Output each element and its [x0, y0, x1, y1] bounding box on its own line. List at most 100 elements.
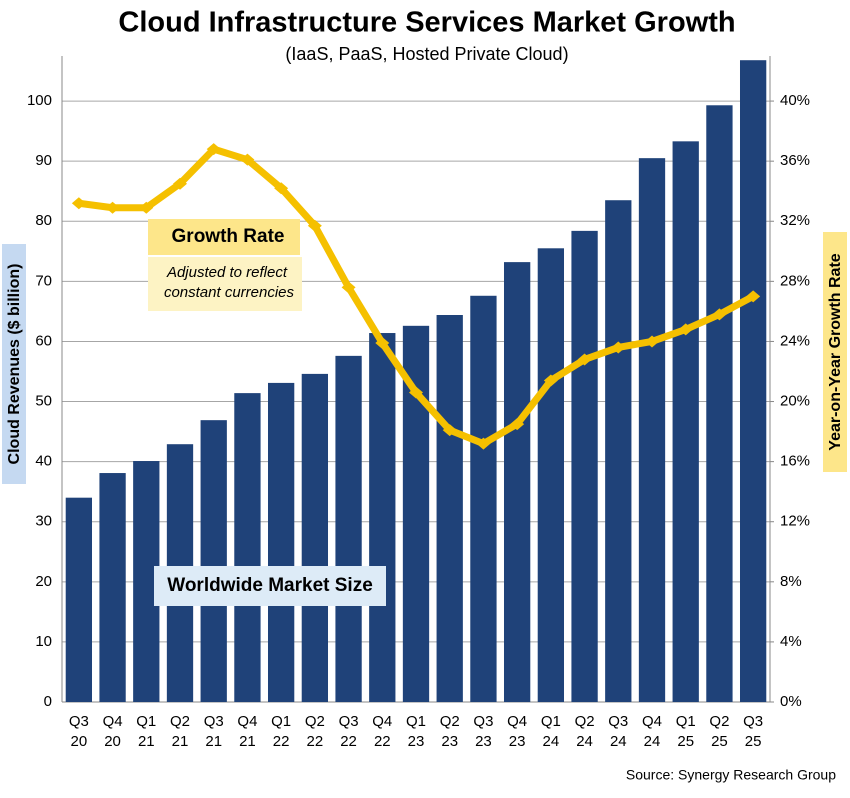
- y-axis-label: Cloud Revenues ($ billion): [6, 264, 23, 465]
- bar: [200, 420, 227, 702]
- bar: [503, 262, 531, 702]
- x-tick-label: Q3: [743, 713, 763, 730]
- y2-tick-label: 4%: [780, 633, 802, 650]
- line-marker: [712, 308, 727, 321]
- line-marker: [375, 336, 390, 349]
- y-tick-label: 60: [35, 332, 52, 349]
- x-tick-label: 25: [677, 733, 694, 750]
- line-marker: [341, 281, 356, 294]
- line-marker: [577, 353, 592, 366]
- x-tick-label: 21: [172, 733, 189, 750]
- y-tick-label: 90: [35, 152, 52, 169]
- x-tick-label: Q3: [339, 713, 359, 730]
- bar: [234, 393, 261, 702]
- y2-tick-label: 28%: [780, 272, 810, 289]
- y2-tick-label: 8%: [780, 573, 802, 590]
- annotation: Adjusted to reflect: [166, 264, 288, 281]
- x-tick-label: Q4: [237, 713, 257, 730]
- bar: [672, 141, 699, 702]
- bar: [65, 497, 93, 702]
- x-tick-label: 21: [239, 733, 256, 750]
- line-marker: [139, 201, 154, 214]
- chart-title: Cloud Infrastructure Services Market Gro…: [118, 7, 735, 39]
- x-tick-label: Q2: [170, 713, 190, 730]
- x-tick-label: Q2: [709, 713, 729, 730]
- y-tick-label: 80: [35, 212, 52, 229]
- x-tick-label: Q4: [372, 713, 392, 730]
- chart-subtitle: (IaaS, PaaS, Hosted Private Cloud): [285, 44, 568, 64]
- x-tick-label: Q1: [136, 713, 156, 730]
- source: Source: Synergy Research Group: [626, 767, 836, 783]
- line-marker: [409, 386, 423, 399]
- annotation: Growth Rate: [172, 226, 285, 247]
- bars: [65, 60, 767, 703]
- x-tick-label: 23: [509, 733, 526, 750]
- x-tick-label: Q2: [440, 713, 460, 730]
- y2-tick-label: 20%: [780, 393, 810, 410]
- y-label-bg: [2, 244, 26, 484]
- y2-label-bg: [823, 232, 847, 472]
- bar: [739, 60, 767, 702]
- x-tick-label: Q1: [541, 713, 561, 730]
- y2-tick-label: 40%: [780, 92, 810, 109]
- x-tick-label: 24: [644, 733, 661, 750]
- y-tick-label: 40: [35, 453, 52, 470]
- line-marker: [307, 219, 322, 232]
- line-marker: [71, 197, 86, 210]
- x-tick-label: 22: [307, 733, 324, 750]
- y-tick-label: 50: [35, 393, 52, 410]
- y-tick-label: 100: [27, 92, 52, 109]
- y-tick-label: 30: [35, 513, 52, 530]
- line-marker: [274, 182, 289, 195]
- y2-tick-label: 24%: [780, 332, 810, 349]
- bar: [99, 473, 126, 702]
- x-tick-label: 22: [340, 733, 357, 750]
- x-tick-label: 20: [104, 733, 121, 750]
- y2-axis-label: Year-on-Year Growth Rate: [827, 253, 844, 450]
- bar: [470, 295, 497, 702]
- bar: [301, 373, 329, 702]
- y2-tick-label: 16%: [780, 453, 810, 470]
- x-tick-label: Q1: [676, 713, 696, 730]
- bar: [605, 200, 632, 702]
- bar: [335, 355, 362, 702]
- annotation-bg: [154, 566, 386, 606]
- bar: [436, 315, 463, 702]
- x-tick-label: 20: [71, 733, 88, 750]
- y-tick-label: 70: [35, 272, 52, 289]
- x-tick-label: 24: [543, 733, 560, 750]
- x-tick-label: Q2: [305, 713, 325, 730]
- y2-tick-label: 32%: [780, 212, 810, 229]
- bar: [537, 248, 565, 702]
- annotation-bg: [148, 219, 300, 255]
- annotation-bg: [148, 257, 302, 311]
- x-tick-label: 21: [205, 733, 222, 750]
- line-marker: [510, 418, 525, 431]
- annotation: Worldwide Market Size: [167, 575, 373, 596]
- bar: [369, 333, 396, 702]
- line-marker: [206, 143, 221, 156]
- x-tick-label: 24: [610, 733, 627, 750]
- x-tick-label: Q3: [473, 713, 493, 730]
- x-tick-label: Q1: [271, 713, 291, 730]
- line-marker: [543, 374, 558, 387]
- line-marker: [105, 201, 120, 214]
- x-tick-label: Q2: [575, 713, 595, 730]
- x-tick-label: Q4: [103, 713, 123, 730]
- x-tick-label: 22: [273, 733, 290, 750]
- bar: [706, 105, 733, 703]
- x-tick-label: Q3: [608, 713, 628, 730]
- x-tick-label: 23: [408, 733, 425, 750]
- y2-tick-label: 12%: [780, 513, 810, 530]
- bar: [571, 230, 598, 702]
- line-marker: [645, 335, 659, 348]
- x-tick-label: Q4: [507, 713, 527, 730]
- y-tick-label: 20: [35, 573, 52, 590]
- x-tick-label: Q3: [69, 713, 89, 730]
- x-tick-label: 21: [138, 733, 155, 750]
- x-tick-label: Q4: [642, 713, 662, 730]
- line-marker: [240, 153, 255, 166]
- line-marker: [173, 177, 187, 190]
- annotation: constant currencies: [164, 284, 295, 301]
